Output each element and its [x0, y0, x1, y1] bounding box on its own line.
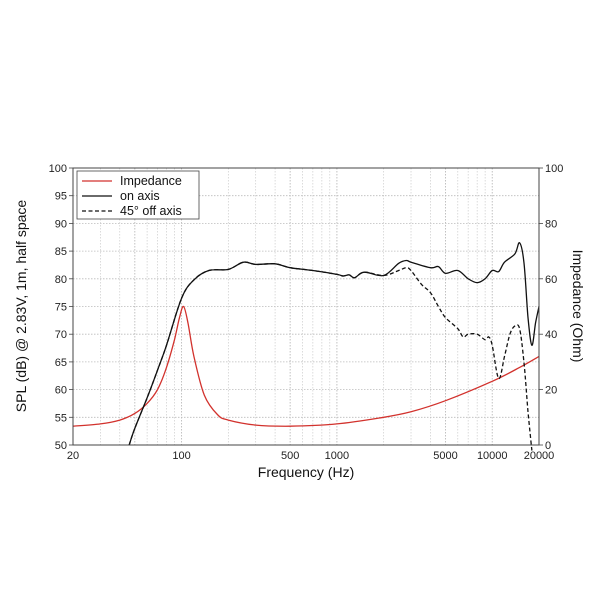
grid: [73, 168, 539, 445]
y2-tick-label: 20: [545, 385, 557, 397]
y-tick-label: 80: [55, 274, 67, 286]
y-tick-label: 50: [55, 440, 67, 452]
y2-tick-label: 0: [545, 440, 551, 452]
x-tick-label: 500: [281, 450, 299, 462]
y2-tick-label: 60: [545, 274, 557, 286]
y2-tick-label: 100: [545, 163, 563, 175]
y-tick-label: 90: [55, 218, 67, 230]
x-tick-label: 20: [67, 450, 79, 462]
x-tick-label: 20000: [524, 450, 555, 462]
curves: [72, 242, 540, 451]
y-tick-label: 65: [55, 357, 67, 369]
y-tick-label: 60: [55, 385, 67, 397]
x-tick-label: 100: [172, 450, 190, 462]
legend-box: [76, 170, 200, 220]
y2-tick-label: 80: [545, 218, 557, 230]
y2-tick-label: 40: [545, 329, 557, 341]
legend-label-off-axis: 45° off axis: [120, 204, 182, 218]
y-tick-label: 95: [55, 191, 67, 203]
legend: Impedance on axis 45° off axis: [76, 170, 200, 220]
x-tick-label: 5000: [433, 450, 457, 462]
y-tick-label: 100: [49, 163, 67, 175]
x-tick-label: 1000: [325, 450, 349, 462]
y-tick-label: 85: [55, 246, 67, 258]
ticks: 20 100 500 1000 5000 10000 2000050556065707580…: [49, 163, 564, 462]
legend-label-impedance: Impedance: [120, 174, 182, 188]
y-tick-label: 70: [55, 329, 67, 341]
legend-label-on-axis: on axis: [120, 189, 160, 203]
y-tick-label: 75: [55, 302, 67, 314]
x-tick-label: 10000: [477, 450, 508, 462]
x-axis-label: Frequency (Hz): [258, 464, 354, 480]
y2-axis-label: Impedance (Ohm): [570, 250, 586, 363]
series-line-45-off-axis: [128, 261, 533, 451]
series-line-on-axis: [128, 242, 540, 446]
series-line-impedance: [72, 305, 540, 427]
y-axis-label: SPL (dB) @ 2.83V, 1m, half space: [13, 200, 29, 413]
y-tick-label: 55: [55, 412, 67, 424]
